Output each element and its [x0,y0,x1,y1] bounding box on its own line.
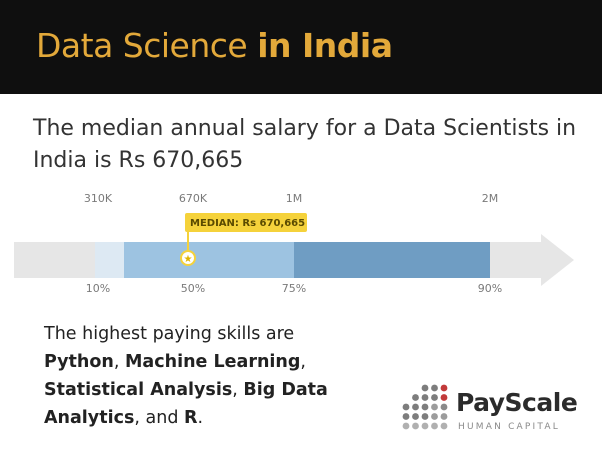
title-regular: Data Science [36,26,248,65]
skill-r: R [184,408,198,428]
median-badge [185,213,307,232]
percentile-tick: 10% [86,282,110,295]
skill-big-data-analytics: Big Data Analytics [44,380,328,428]
median-salary-statement: The median annual salary for a Data Scie… [33,116,577,173]
percentile-tick: 75% [282,282,306,295]
salary-tick: 670K [179,192,208,205]
salary-tick: 1M [286,192,303,205]
logo-dot [412,403,419,411]
logo-tagline: HUMAN CAPITAL [458,422,560,432]
header-bar: Data Science in India [0,0,602,94]
logo-dot [402,413,410,420]
skill-statistical-analysis: Statistical Analysis [44,380,233,400]
band-start [95,242,124,278]
logo-dot [431,384,438,392]
median-label: MEDIAN: Rs 670,665 [190,218,305,229]
logo-dot [440,413,448,420]
page-title: Data Science in India [36,26,393,65]
skills-intro: The highest paying skills are [44,324,295,344]
payscale-dots-icon [402,384,448,430]
skills-separator: , [232,380,244,400]
logo-dot [421,403,429,411]
percentile-tick: 90% [478,282,502,295]
skills-separator: , and [134,408,184,428]
logo-dot [440,422,448,430]
logo-dot [421,422,429,430]
skill-machine-learning: Machine Learning [125,352,301,372]
median-marker [180,250,196,266]
logo-dot [440,384,448,392]
logo-dot [440,394,448,401]
logo-dot [431,413,438,420]
title-bold: in India [257,26,393,65]
percentile-tick: 50% [181,282,205,295]
logo-dot [421,394,429,401]
skills-separator: , [113,352,126,372]
star-icon: ★ [184,254,193,265]
logo-dot [421,384,429,392]
logo-name: PayScale [456,388,578,417]
payscale-logo: PayScale HUMAN CAPITAL [400,374,580,440]
logo-dot [412,413,419,420]
salary-tick: 2M [482,192,499,205]
band-10-50 [124,242,294,278]
logo-dot [412,422,419,430]
salary-tick: 310K [84,192,113,205]
logo-dot [431,403,438,411]
logo-dot [431,394,438,401]
logo-dot [431,422,438,430]
logo-dot [440,403,448,411]
logo-dot [421,413,429,420]
band-50-75 [294,242,490,278]
logo-dot [402,403,410,411]
logo-dot [412,394,419,401]
skills-end: . [197,408,204,428]
skill-python: Python [44,352,114,372]
logo-dot [402,422,410,430]
skills-separator: , [300,352,306,372]
salary-range-chart: 310K 670K 1M 2M 10% 50% 75% 90% MEDIAN: … [14,192,574,295]
skills-paragraph: The highest paying skills are Python, Mac… [44,320,374,432]
